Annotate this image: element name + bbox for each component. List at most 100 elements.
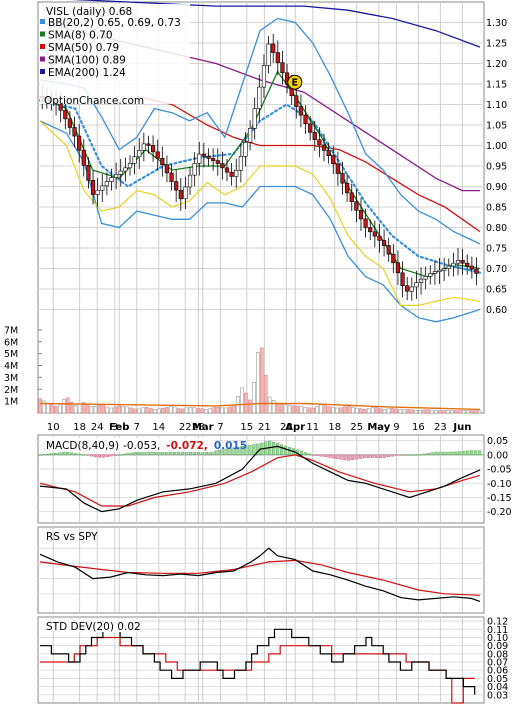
volume-bar — [386, 408, 391, 414]
candle-body — [432, 271, 438, 274]
x-tick-label: 28 — [192, 422, 205, 433]
volume-bar — [101, 405, 106, 414]
macd-histogram-bar — [125, 453, 129, 456]
x-tick-label: 23 — [434, 422, 447, 433]
volume-bar — [133, 408, 137, 414]
macd-histogram-bar — [97, 454, 101, 458]
macd-signal-line — [39, 454, 481, 507]
volume-bar — [224, 407, 228, 414]
macd-histogram-bar — [462, 451, 466, 456]
volume-bar — [446, 410, 450, 414]
legend-entry: SMA(50) 0.79 — [48, 42, 119, 54]
macd-histogram-bar — [474, 450, 478, 456]
legend-swatch — [40, 56, 45, 62]
macd-histogram-bar — [70, 452, 74, 456]
price-y-tick-label: 1.00 — [486, 141, 507, 152]
price-y-tick-label: 0.85 — [486, 203, 507, 214]
volume-bar — [81, 402, 86, 414]
price-y-tick-label: 1.25 — [486, 39, 507, 50]
x-tick-label: 21 — [258, 422, 271, 433]
candle-body — [248, 128, 253, 143]
volume-bar — [450, 410, 454, 414]
macd-histogram-bar — [279, 444, 284, 456]
volume-bar — [145, 407, 149, 414]
volume-bar — [279, 403, 284, 414]
candle-body — [90, 180, 96, 195]
volume-bar — [180, 408, 185, 414]
candle-body — [414, 282, 419, 288]
candle-body — [469, 265, 474, 270]
macd-histogram-bar — [355, 454, 359, 460]
std-y-tick-label: 0.12 — [487, 617, 508, 628]
candle-body — [303, 114, 308, 125]
macd-histogram-bar — [406, 454, 410, 456]
volume-y-tick-label: 7M — [4, 325, 18, 336]
candle-body — [326, 150, 331, 157]
macd-lines — [39, 445, 481, 513]
volume-bar — [319, 404, 323, 414]
volume-bar — [473, 410, 478, 414]
macd-y-tick-label: -0.15 — [487, 493, 512, 504]
candle-body — [72, 127, 77, 137]
legend-entry: EMA(200) 1.24 — [48, 67, 126, 79]
candle-body — [100, 185, 105, 191]
volume-bar — [267, 396, 272, 414]
volume-bar — [121, 406, 125, 414]
volume-bar — [370, 407, 375, 414]
volume-bar — [244, 392, 248, 414]
volume-bar — [176, 408, 181, 414]
candle-body — [423, 275, 428, 280]
macd-histogram-bar — [283, 445, 288, 456]
price-y-tick-label: 0.80 — [486, 223, 507, 234]
volume-bar — [426, 409, 430, 414]
macd-histogram-bar — [58, 452, 62, 456]
macd-histogram-bar — [307, 453, 311, 456]
volume-y-tick-label: 6M — [4, 337, 18, 348]
candle-body — [308, 123, 313, 133]
volume-bar — [232, 404, 236, 414]
volume-bar — [46, 402, 50, 414]
volume-bar — [157, 408, 161, 414]
volume-bar — [442, 410, 446, 414]
legend-entry: SMA(100) 0.89 — [48, 55, 126, 67]
candle-body — [298, 106, 304, 116]
candle-body — [381, 240, 387, 246]
macd-histogram-value: 0.015 — [214, 440, 247, 452]
macd-histogram-bar — [109, 454, 113, 457]
price-y-tick-label: 0.75 — [486, 244, 507, 255]
candle-body — [446, 265, 451, 270]
macd-histogram-bar — [303, 452, 307, 456]
macd-histogram-bar — [375, 454, 379, 458]
macd-histogram-bar — [129, 452, 133, 456]
volume-bars — [38, 329, 482, 414]
price-y-tick-label: 0.70 — [486, 264, 507, 275]
volume-bar — [374, 407, 379, 414]
macd-histogram-bar — [347, 454, 351, 461]
x-tick-label: 18 — [73, 422, 86, 433]
macd-histogram-bar — [418, 454, 422, 456]
volume-bar — [287, 404, 292, 414]
volume-bar — [414, 410, 419, 414]
macd-histogram-bar — [161, 451, 165, 456]
volume-bar — [430, 409, 434, 414]
macd-label-name: MACD(8,40,9) — [46, 440, 119, 452]
event-marker: E — [287, 74, 303, 90]
volume-bar — [299, 406, 304, 414]
std-panel: 0.120.110.100.090.080.070.060.050.040.03… — [37, 616, 508, 704]
macd-histogram-bar — [192, 451, 197, 456]
macd-histogram-bar — [232, 447, 236, 456]
volume-bar — [54, 406, 58, 414]
std-y-axis: 0.120.110.100.090.080.070.060.050.040.03 — [487, 617, 508, 702]
candle-body — [224, 167, 230, 173]
volume-bar — [105, 406, 110, 414]
candle-body — [77, 135, 82, 151]
volume-bar — [164, 406, 169, 414]
volume-bar — [137, 408, 141, 414]
volume-bar — [271, 399, 276, 414]
macd-histogram-bar — [371, 454, 375, 458]
macd-histogram-bar — [50, 453, 54, 456]
candle-body — [234, 170, 239, 177]
macd-histogram — [38, 440, 482, 461]
macd-histogram-bar — [54, 452, 58, 456]
volume-bar — [50, 404, 54, 414]
